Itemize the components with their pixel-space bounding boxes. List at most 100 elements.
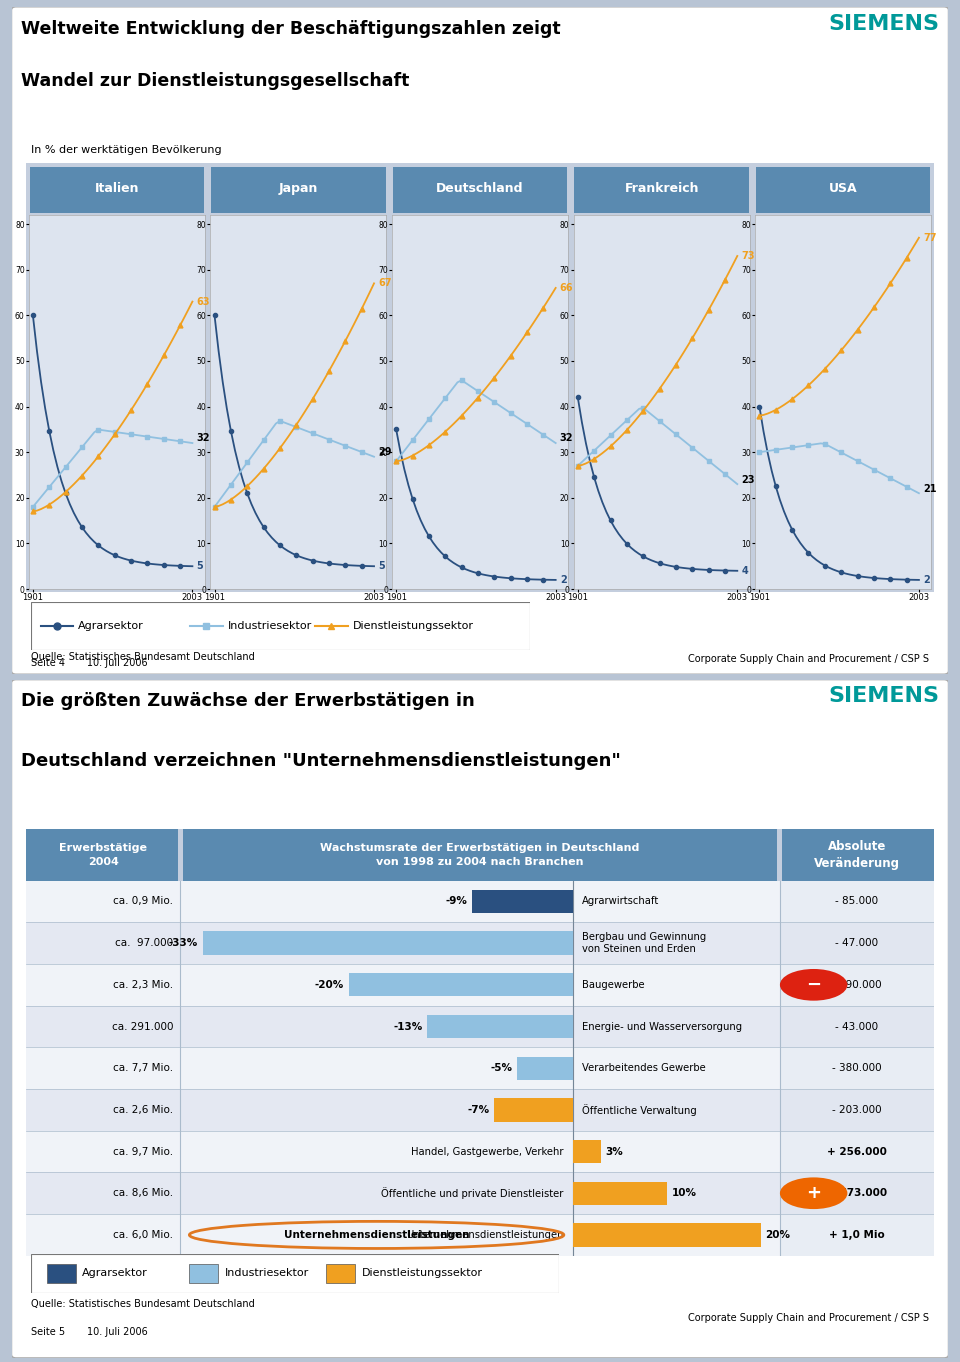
- Text: 66: 66: [560, 283, 573, 293]
- Text: Handel, Gastgewerbe, Verkehr: Handel, Gastgewerbe, Verkehr: [411, 1147, 564, 1156]
- Text: Unternehmensdienstleistungen: Unternehmensdienstleistungen: [284, 1230, 469, 1239]
- Bar: [573, 1140, 601, 1163]
- Bar: [178, 829, 183, 881]
- Bar: [780, 829, 934, 881]
- Text: 20%: 20%: [765, 1230, 790, 1239]
- Text: ca. 2,6 Mio.: ca. 2,6 Mio.: [113, 1105, 173, 1115]
- Bar: [427, 1015, 573, 1038]
- Text: 23: 23: [741, 474, 755, 485]
- Bar: [516, 1057, 573, 1080]
- Text: Absolute
Veränderung: Absolute Veränderung: [814, 840, 900, 870]
- Bar: [26, 829, 180, 881]
- Text: ca. 8,6 Mio.: ca. 8,6 Mio.: [113, 1188, 173, 1199]
- Text: In % der werktätigen Bevölkerung: In % der werktätigen Bevölkerung: [31, 144, 222, 155]
- Text: 21: 21: [923, 484, 937, 493]
- Text: Verarbeitendes Gewerbe: Verarbeitendes Gewerbe: [582, 1064, 706, 1073]
- Text: Deutschland verzeichnen "Unternehmensdienstleistungen": Deutschland verzeichnen "Unternehmensdie…: [21, 752, 621, 770]
- Text: Öffentliche Verwaltung: Öffentliche Verwaltung: [582, 1105, 697, 1115]
- Bar: [26, 1090, 934, 1130]
- Bar: [189, 1264, 218, 1283]
- Text: 10%: 10%: [671, 1188, 696, 1199]
- Bar: [180, 829, 780, 881]
- Text: ca. 7,7 Mio.: ca. 7,7 Mio.: [113, 1064, 173, 1073]
- Bar: [46, 1264, 76, 1283]
- Text: 2: 2: [560, 575, 566, 584]
- Text: Wachstumsrate der Erwerbstätigen in Deutschland
von 1998 zu 2004 nach Branchen: Wachstumsrate der Erwerbstätigen in Deut…: [321, 843, 639, 866]
- Text: USA: USA: [828, 181, 857, 195]
- Text: Unternehmensdienstleistungen: Unternehmensdienstleistungen: [406, 1230, 564, 1239]
- Text: Öffentliche und private Dienstleister: Öffentliche und private Dienstleister: [381, 1188, 564, 1199]
- Text: 32: 32: [197, 433, 210, 444]
- Text: -13%: -13%: [394, 1022, 422, 1031]
- Text: - 590.000: - 590.000: [832, 979, 881, 990]
- Text: 3%: 3%: [606, 1147, 623, 1156]
- Text: Energie- und Wasserversorgung: Energie- und Wasserversorgung: [582, 1022, 742, 1031]
- Bar: [203, 932, 573, 955]
- Text: Industriesektor: Industriesektor: [225, 1268, 309, 1279]
- Text: Agrarwirtschaft: Agrarwirtschaft: [582, 896, 660, 907]
- FancyBboxPatch shape: [12, 680, 948, 1358]
- Text: + 773.000: + 773.000: [827, 1188, 887, 1199]
- Text: Agrarsektor: Agrarsektor: [82, 1268, 148, 1279]
- Text: Corporate Supply Chain and Procurement / CSP S: Corporate Supply Chain and Procurement /…: [688, 654, 929, 665]
- Bar: [211, 168, 386, 212]
- Text: +: +: [806, 1184, 821, 1203]
- Text: Dienstleistungssektor: Dienstleistungssektor: [352, 621, 473, 631]
- Bar: [26, 922, 934, 964]
- Bar: [574, 168, 749, 212]
- Bar: [573, 1182, 667, 1205]
- Text: Italien: Italien: [94, 181, 139, 195]
- Text: 77: 77: [923, 233, 937, 242]
- Text: -7%: -7%: [468, 1105, 490, 1115]
- Text: + 256.000: + 256.000: [827, 1147, 887, 1156]
- Circle shape: [780, 968, 848, 1001]
- Text: SIEMENS: SIEMENS: [828, 14, 939, 34]
- Text: Baugewerbe: Baugewerbe: [582, 979, 644, 990]
- Bar: [26, 1214, 934, 1256]
- Text: 2: 2: [923, 575, 930, 584]
- Text: Frankreich: Frankreich: [624, 181, 699, 195]
- Bar: [26, 1047, 934, 1090]
- Bar: [494, 1098, 573, 1121]
- Text: Quelle: Statistisches Bundesamt Deutschland: Quelle: Statistisches Bundesamt Deutschl…: [31, 1299, 254, 1309]
- Bar: [472, 889, 573, 913]
- Text: 73: 73: [741, 251, 755, 262]
- Text: ca. 9,7 Mio.: ca. 9,7 Mio.: [113, 1147, 173, 1156]
- Bar: [26, 881, 934, 922]
- Text: Quelle: Statistisches Bundesamt Deutschland: Quelle: Statistisches Bundesamt Deutschl…: [31, 651, 254, 662]
- Bar: [326, 1264, 355, 1283]
- Text: Corporate Supply Chain and Procurement / CSP S: Corporate Supply Chain and Procurement /…: [688, 1313, 929, 1324]
- Text: Agrarsektor: Agrarsektor: [78, 621, 144, 631]
- Text: 4: 4: [741, 565, 748, 576]
- Text: Seite 4       10. Juli 2006: Seite 4 10. Juli 2006: [31, 658, 147, 667]
- FancyBboxPatch shape: [12, 7, 948, 674]
- Text: −: −: [806, 975, 821, 994]
- Text: - 203.000: - 203.000: [832, 1105, 881, 1115]
- Text: Dienstleistungssektor: Dienstleistungssektor: [362, 1268, 483, 1279]
- Bar: [26, 964, 934, 1005]
- Text: -5%: -5%: [491, 1064, 513, 1073]
- Bar: [756, 168, 930, 212]
- Text: SIEMENS: SIEMENS: [828, 686, 939, 707]
- Text: Seite 5       10. Juli 2006: Seite 5 10. Juli 2006: [31, 1327, 148, 1336]
- Bar: [26, 1173, 934, 1214]
- Bar: [30, 168, 204, 212]
- Text: 29: 29: [378, 447, 392, 458]
- Bar: [777, 829, 782, 881]
- Text: 5: 5: [378, 561, 385, 571]
- Bar: [26, 1005, 934, 1047]
- Text: -9%: -9%: [445, 896, 468, 907]
- Text: Weltweite Entwicklung der Beschäftigungszahlen zeigt: Weltweite Entwicklung der Beschäftigungs…: [21, 20, 561, 38]
- Text: ca. 6,0 Mio.: ca. 6,0 Mio.: [113, 1230, 173, 1239]
- Text: 67: 67: [378, 278, 392, 289]
- Text: 5: 5: [197, 561, 204, 571]
- Bar: [573, 1223, 761, 1246]
- Circle shape: [780, 1177, 848, 1209]
- Text: -20%: -20%: [315, 979, 344, 990]
- Text: ca. 291.000: ca. 291.000: [111, 1022, 173, 1031]
- Text: Erwerbstätige
2004: Erwerbstätige 2004: [60, 843, 147, 866]
- Bar: [348, 974, 573, 997]
- Text: + 1,0 Mio: + 1,0 Mio: [829, 1230, 885, 1239]
- Text: Die größten Zuwächse der Erwerbstätigen in: Die größten Zuwächse der Erwerbstätigen …: [21, 692, 475, 710]
- Text: ca. 2,3 Mio.: ca. 2,3 Mio.: [113, 979, 173, 990]
